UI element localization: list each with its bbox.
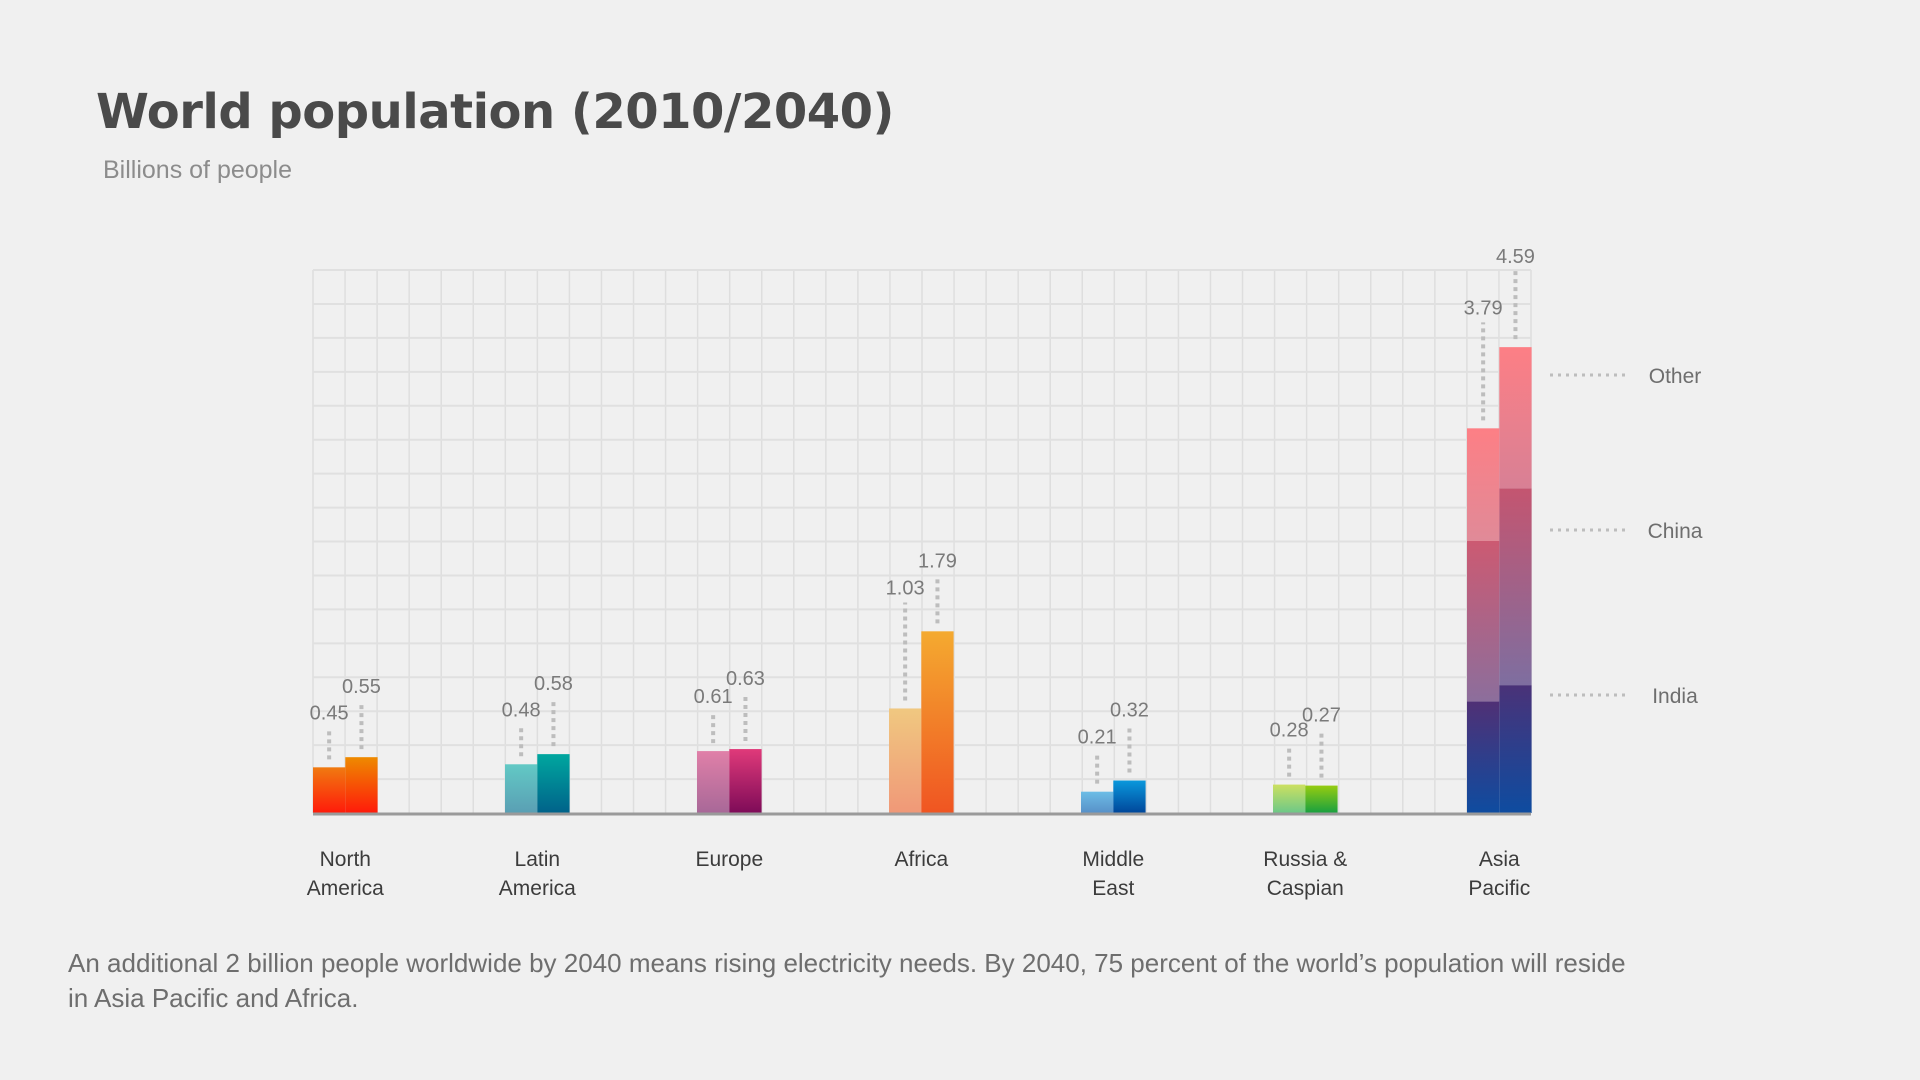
bar-russia-caspian-2010 bbox=[1273, 784, 1306, 813]
legend: Other China India bbox=[1550, 365, 1703, 708]
bar-russia-caspian-2040 bbox=[1305, 785, 1338, 813]
bar-north-america-2040 bbox=[345, 757, 378, 813]
category-label: Russia & bbox=[1263, 848, 1347, 871]
value-label: 0.63 bbox=[726, 668, 765, 690]
bars-layer bbox=[313, 347, 1532, 813]
chart-title: World population (2010/2040) bbox=[96, 84, 894, 140]
labels-layer: 0.45 0.55 North America 0.48 0.58 Latin America… bbox=[307, 246, 1535, 900]
bar-europe-2040 bbox=[729, 749, 762, 813]
category-label: Caspian bbox=[1267, 877, 1344, 900]
category-label: America bbox=[499, 877, 576, 900]
value-label: 0.32 bbox=[1110, 700, 1149, 722]
bar-middle-east-2040 bbox=[1113, 780, 1146, 813]
bar-africa-2040 bbox=[921, 631, 954, 813]
category-label: Asia bbox=[1479, 848, 1520, 871]
bar-asia-pacific-2040-china bbox=[1499, 488, 1532, 686]
bar-africa-2010 bbox=[889, 708, 922, 813]
value-label: 0.27 bbox=[1302, 705, 1341, 727]
bar-north-america-2010 bbox=[313, 767, 346, 813]
bar-asia-pacific-2040-india bbox=[1499, 685, 1532, 813]
category-label: Europe bbox=[695, 848, 763, 871]
bar-asia-pacific-2010-china bbox=[1467, 540, 1500, 702]
value-label: 0.58 bbox=[534, 673, 573, 695]
legend-label-china: China bbox=[1648, 520, 1703, 543]
bar-latin-america-2010 bbox=[505, 764, 538, 813]
value-label: 0.21 bbox=[1078, 727, 1117, 749]
value-label: 0.45 bbox=[310, 702, 349, 724]
value-label: 1.03 bbox=[886, 577, 925, 599]
bar-asia-pacific-2010-other bbox=[1467, 428, 1500, 541]
category-label: Middle bbox=[1082, 848, 1144, 871]
value-label: 0.55 bbox=[342, 676, 381, 698]
category-label: Latin bbox=[515, 848, 561, 871]
value-label: 0.48 bbox=[502, 699, 541, 721]
chart-subtitle: Billions of people bbox=[103, 156, 293, 184]
value-label: 0.28 bbox=[1270, 720, 1309, 742]
chart-caption: An additional 2 billion people worldwide… bbox=[68, 948, 1626, 1013]
bar-asia-pacific-2010-india bbox=[1467, 701, 1500, 813]
category-label: America bbox=[307, 877, 384, 900]
category-label: Africa bbox=[894, 848, 948, 871]
bar-asia-pacific-2040-other bbox=[1499, 347, 1532, 489]
bar-latin-america-2040 bbox=[537, 754, 570, 813]
legend-label-india: India bbox=[1652, 685, 1698, 708]
category-label: Pacific bbox=[1468, 877, 1530, 900]
value-label: 3.79 bbox=[1464, 297, 1503, 319]
value-label: 0.61 bbox=[694, 686, 733, 708]
value-label: 1.79 bbox=[918, 550, 957, 572]
bar-europe-2010 bbox=[697, 751, 730, 813]
legend-label-other: Other bbox=[1649, 365, 1702, 388]
value-label: 4.59 bbox=[1496, 246, 1535, 268]
bar-middle-east-2010 bbox=[1081, 791, 1114, 813]
category-label: North bbox=[320, 848, 371, 871]
category-label: East bbox=[1092, 877, 1134, 900]
